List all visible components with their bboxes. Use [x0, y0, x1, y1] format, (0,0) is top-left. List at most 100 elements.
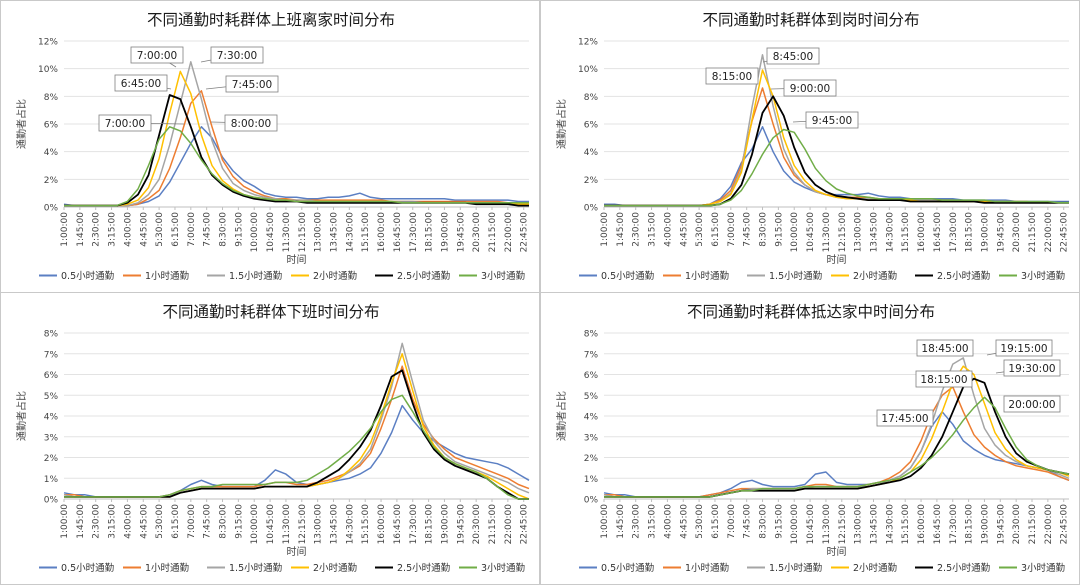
x-tick-label: 22:00:00: [1044, 212, 1054, 253]
x-tick-label: 2:30:00: [632, 212, 642, 247]
series-line-2: [604, 87, 1069, 207]
callout-box: [766, 47, 820, 65]
legend-label: 3小时通勤: [1021, 270, 1065, 282]
callout-label: 18:15:00: [920, 374, 967, 386]
callout: 18:15:00: [915, 370, 973, 388]
x-tick-label: 21:15:00: [488, 504, 498, 545]
x-tick-label: 14:30:00: [345, 504, 355, 545]
legend-item: 0.5小时通勤: [579, 562, 654, 574]
callout-label: 7:00:00: [105, 118, 145, 130]
chart-panel-arrive-home: 不同通勤时耗群体抵达家中时间分布 0% 1% 2% 3% 4% 5% 6% 7% 8% 通勤者占比 1…: [540, 292, 1080, 585]
legend-label: 3小时通勤: [481, 562, 525, 574]
x-tick-label: 16:00:00: [917, 504, 927, 545]
chart-svg-leave-work: 不同通勤时耗群体下班时间分布 0% 1% 2% 3% 4% 5% 6% 7% 8% 通勤者占比 1:0…: [15, 303, 530, 574]
x-tick-label: 4:45:00: [139, 504, 149, 539]
x-tick-label: 4:45:00: [679, 212, 689, 247]
callout-label: 9:00:00: [790, 83, 830, 95]
x-tick-label: 3:15:00: [108, 212, 118, 247]
y-axis-label: 通勤者占比: [555, 391, 568, 441]
callout: 9:00:00: [770, 79, 837, 97]
legend-item: 2.5小时通勤: [375, 270, 450, 282]
x-tick-label: 16:00:00: [377, 212, 387, 253]
legend-item: 1.5小时通勤: [207, 562, 282, 574]
x-tick-label: 14:30:00: [345, 212, 355, 253]
series-line-3: [63, 342, 530, 498]
callout-label: 18:45:00: [921, 343, 968, 355]
y-tick-label: 3%: [584, 433, 599, 443]
x-tick-label: 8:30:00: [219, 504, 229, 539]
legend-label: 1.5小时通勤: [229, 562, 282, 574]
legend-label: 2小时通勤: [313, 270, 357, 282]
legend-label: 0.5小时通勤: [601, 270, 654, 282]
x-tick-label: 16:45:00: [393, 504, 403, 545]
y-tick-label: 6%: [44, 121, 59, 131]
x-tick-label: 20:30:00: [472, 212, 482, 253]
x-tick-label: 5:30:00: [695, 504, 705, 539]
x-tick-label: 22:00:00: [504, 212, 514, 253]
legend-label: 0.5小时通勤: [61, 562, 114, 574]
y-tick-label: 5%: [584, 392, 599, 402]
x-tick-label: 11:30:00: [822, 212, 832, 253]
x-tick-label: 19:00:00: [440, 504, 450, 545]
x-tick-label: 11:30:00: [282, 212, 292, 253]
series-line-2: [64, 90, 529, 207]
x-tick-label: 10:00:00: [250, 212, 260, 253]
x-tick-label: 17:30:00: [409, 212, 419, 253]
y-tick-label: 4%: [584, 413, 599, 423]
x-tick-label: 3:15:00: [648, 504, 658, 539]
x-tick-label: 1:00:00: [60, 212, 70, 247]
x-tick-label: 4:00:00: [123, 212, 133, 247]
y-tick-label: 10%: [38, 65, 58, 75]
legend-item: 1小时通勤: [663, 270, 729, 282]
legend-item: 1小时通勤: [123, 270, 189, 282]
x-tick-label: 19:45:00: [996, 212, 1006, 253]
series-line-6: [604, 128, 1069, 207]
x-tick-label: 6:15:00: [171, 504, 181, 539]
legend-item: 2.5小时通勤: [915, 562, 990, 574]
callout-box: [1003, 359, 1061, 377]
x-tick-label: 10:45:00: [806, 504, 816, 545]
callout: 19:30:00: [995, 359, 1061, 377]
legend-item: 2小时通勤: [291, 562, 357, 574]
legend-item: 1小时通勤: [123, 562, 189, 574]
x-tick-label: 5:30:00: [155, 504, 165, 539]
y-axis-label: 通勤者占比: [15, 99, 28, 149]
callout-box: [224, 114, 278, 132]
x-axis-label: 时间: [827, 545, 847, 558]
y-tick-label: 12%: [38, 38, 58, 48]
chart-svg-arrive-work: 不同通勤时耗群体到岗时间分布 0% 2% 4% 6% 8% 10% 12% 通勤者占比 1:00:…: [555, 11, 1070, 282]
x-tick-label: 2:30:00: [92, 504, 102, 539]
series-line-2: [604, 386, 1070, 498]
x-axis-label: 时间: [827, 253, 847, 266]
series-line-4: [604, 365, 1070, 498]
x-tick-label: 13:00:00: [314, 212, 324, 253]
x-tick-label: 11:30:00: [822, 504, 832, 545]
x-tick-label: 13:00:00: [854, 212, 864, 253]
x-tick-label: 17:30:00: [949, 212, 959, 253]
chart-title: 不同通勤时耗群体上班离家时间分布: [147, 11, 395, 29]
y-axis-label: 通勤者占比: [15, 391, 28, 441]
y-tick-label: 10%: [578, 65, 598, 75]
x-tick-label: 3:15:00: [648, 212, 658, 247]
callout: 7:00:00: [130, 46, 184, 68]
x-tick-label: 15:15:00: [901, 504, 911, 545]
callout-label: 8:15:00: [712, 71, 752, 83]
x-tick-label: 4:00:00: [663, 504, 673, 539]
legend-label: 2小时通勤: [853, 562, 897, 574]
x-tick-label: 17:30:00: [409, 504, 419, 545]
callout-label: 19:15:00: [1000, 343, 1047, 355]
y-tick-label: 0%: [584, 496, 599, 506]
callout: 8:15:00: [705, 67, 759, 85]
series-line-5: [64, 94, 529, 207]
series-line-2: [64, 365, 530, 498]
x-tick-label: 14:30:00: [885, 504, 895, 545]
x-tick-label: 15:15:00: [361, 212, 371, 253]
x-tick-label: 22:45:00: [1060, 504, 1070, 545]
callout: 8:45:00: [762, 47, 820, 65]
legend-item: 1.5小时通勤: [747, 562, 822, 574]
x-tick-label: 19:45:00: [456, 212, 466, 253]
x-tick-label: 8:30:00: [759, 212, 769, 247]
x-tick-label: 17:30:00: [949, 504, 959, 545]
legend-label: 2.5小时通勤: [397, 562, 450, 574]
x-tick-label: 16:45:00: [933, 212, 943, 253]
